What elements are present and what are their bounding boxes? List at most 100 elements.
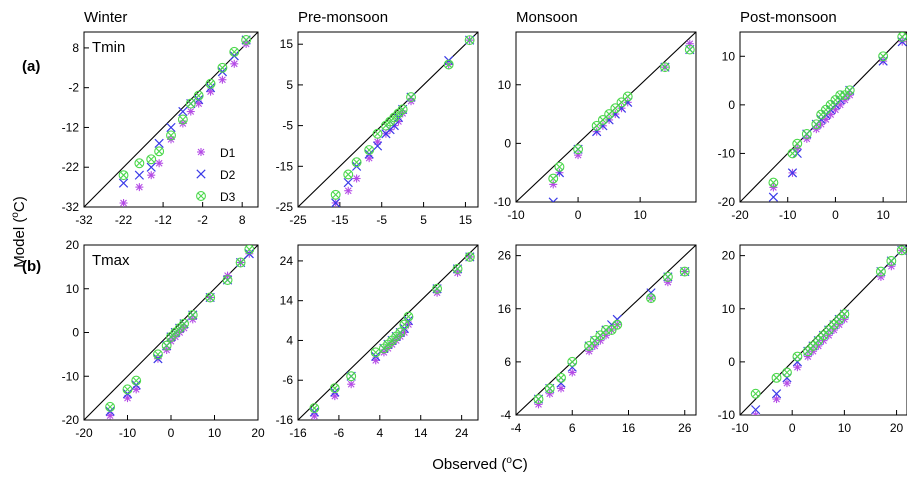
data-point-d3	[801, 129, 812, 139]
x-tick-label: 26	[678, 421, 692, 435]
data-points	[105, 245, 255, 420]
x-tick-label: 24	[455, 426, 469, 440]
data-point-d3	[131, 375, 142, 386]
data-point-d1	[206, 87, 215, 96]
one-to-one-line	[84, 32, 258, 207]
scatter-panel-8: -10 0 10 20 -10 0 10 20	[718, 244, 907, 435]
data-point-d3	[787, 148, 798, 159]
data-point-d2	[751, 405, 761, 415]
data-point-d3	[177, 114, 188, 125]
data-point-d3	[153, 349, 163, 360]
data-point-d3	[567, 356, 578, 367]
data-point-d1	[147, 171, 156, 180]
data-point-d3	[134, 158, 145, 169]
data-point-d2	[178, 106, 188, 117]
y-tick-label: -15	[276, 159, 294, 173]
x-tick-label: -10	[119, 426, 137, 440]
y-tick-label: 8	[72, 41, 79, 55]
data-point-d1	[330, 392, 339, 401]
y-tick-label: -12	[62, 120, 80, 134]
data-point-d1	[352, 174, 361, 183]
legend-label-d2: D2	[220, 168, 236, 182]
data-point-d1	[371, 356, 380, 365]
legend: D1 D2 D3	[196, 146, 236, 204]
y-tick-label: -10	[494, 195, 512, 209]
y-tick-label: -10	[718, 146, 736, 160]
x-tick-label: 10	[633, 208, 647, 222]
data-point-d1	[663, 278, 672, 287]
data-point-d1	[106, 411, 115, 420]
data-point-d1	[123, 394, 132, 403]
x-tick-label: 6	[569, 421, 576, 435]
x-tick-label: 5	[420, 213, 427, 227]
data-point-d3	[622, 91, 633, 102]
data-point-d1	[373, 137, 382, 146]
x-tick-label: -5	[376, 213, 387, 227]
y-tick-label: 10	[722, 49, 736, 63]
data-point-d3	[660, 62, 670, 73]
data-point-d1	[782, 379, 791, 388]
data-point-d3	[399, 319, 410, 330]
data-point-d2	[787, 168, 798, 178]
data-points	[750, 245, 907, 415]
data-point-d1	[887, 262, 896, 271]
x-tick-label: 0	[789, 421, 796, 435]
data-point-d3	[443, 59, 454, 70]
scatter-panel-2: -25 -15 -5 5 15 -25 -15 -5 5 15 Pre-monsoon	[276, 9, 479, 227]
data-point-d2	[372, 141, 383, 151]
data-point-d3	[205, 292, 216, 303]
x-tick-label: 16	[622, 421, 636, 435]
data-point-d3	[782, 367, 792, 378]
data-point-d3	[395, 327, 406, 338]
data-point-d3	[464, 35, 475, 46]
data-point-d1	[186, 107, 195, 116]
data-point-d3	[768, 177, 779, 188]
data-point-d3	[646, 293, 656, 304]
data-point-d3	[122, 384, 133, 395]
x-tick-label: 4	[376, 426, 383, 440]
y-tick-label: -20	[62, 413, 80, 427]
y-tick-label: 10	[66, 282, 80, 296]
data-point-d3	[403, 311, 414, 322]
data-point-d3	[792, 138, 803, 149]
data-point-d2	[343, 177, 353, 188]
plot-frame	[297, 244, 479, 421]
data-point-d3	[244, 245, 255, 255]
y-tick-label: 15	[280, 37, 294, 51]
data-point-d3	[844, 85, 855, 96]
data-point-d1	[819, 336, 828, 345]
data-point-d1	[132, 385, 141, 394]
data-point-d3	[544, 383, 555, 394]
x-tick-label: 0	[168, 426, 175, 440]
data-point-d1	[194, 99, 203, 108]
data-point-d1	[557, 384, 565, 393]
data-point-d1	[751, 411, 760, 415]
data-point-d1	[840, 315, 849, 324]
data-point-d3	[105, 401, 116, 412]
y-tick-label: 0	[504, 136, 511, 150]
x-axis-title: Observed (oC)	[432, 455, 528, 473]
season-title: Post-monsoon	[740, 9, 837, 26]
plot-frame	[739, 31, 907, 203]
x-tick-label: -22	[115, 213, 133, 227]
y-tick-label: -5	[282, 119, 293, 133]
data-point-d1	[310, 412, 319, 420]
x-tick-label: -20	[75, 426, 93, 440]
data-point-d2	[154, 138, 164, 148]
season-title: Winter	[84, 9, 127, 26]
data-point-d1	[772, 395, 781, 404]
data-point-d1	[585, 347, 594, 356]
data-point-d3	[161, 340, 172, 351]
x-tick-label: -32	[75, 213, 93, 227]
data-point-d3	[610, 103, 621, 114]
data-point-d3	[771, 372, 782, 383]
scatter-panel-1: -32 -22 -12 -2 8 -32 -22 -12 -2 8 Winter Tmin D1 D2 D3	[62, 9, 259, 227]
x-tick-label: -4	[511, 421, 522, 435]
data-point-d3	[878, 51, 889, 62]
data-point-d3	[185, 98, 196, 109]
data-point-d2	[118, 178, 129, 188]
data-point-d3	[750, 388, 761, 399]
data-point-d3	[597, 114, 608, 125]
data-point-d3	[452, 263, 463, 274]
data-point-d2	[548, 197, 558, 202]
